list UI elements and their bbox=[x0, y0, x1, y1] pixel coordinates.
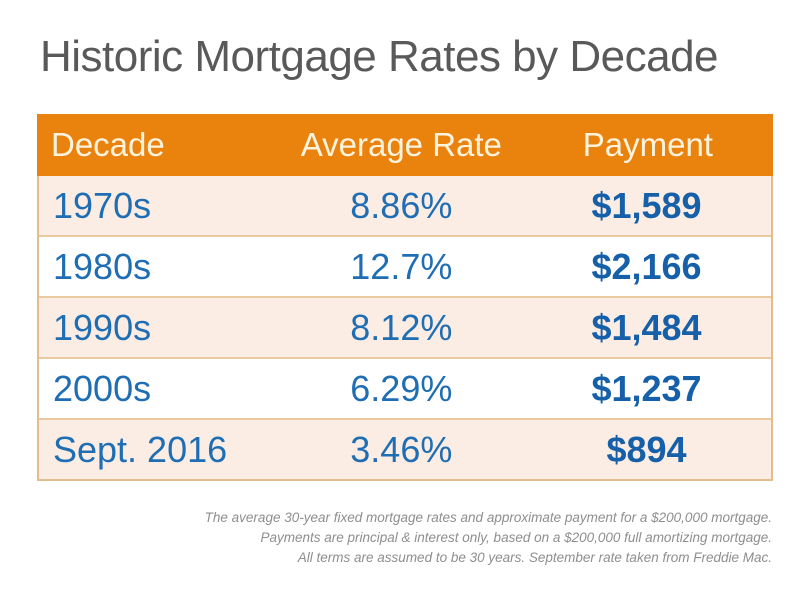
table-row: 1970s 8.86% $1,589 bbox=[39, 176, 771, 235]
cell-average-rate: 8.12% bbox=[350, 306, 453, 348]
mortgage-rates-table: Decade Average Rate Payment 1970s 8.86% … bbox=[37, 114, 773, 481]
cell-average-rate: 8.86% bbox=[350, 184, 453, 226]
cell-payment: $2,166 bbox=[591, 245, 702, 287]
cell-decade: 1970s bbox=[53, 184, 152, 226]
header-cell-average-rate: Average Rate bbox=[300, 126, 502, 163]
footnote-line: Payments are principal & interest only, … bbox=[260, 529, 772, 545]
cell-payment: $1,589 bbox=[591, 184, 702, 226]
table-row: 1990s 8.12% $1,484 bbox=[39, 296, 771, 357]
cell-decade: 1980s bbox=[53, 245, 152, 287]
table-row: 2000s 6.29% $1,237 bbox=[39, 357, 771, 418]
table-row: Sept. 2016 3.46% $894 bbox=[39, 418, 771, 479]
table-header-row: Decade Average Rate Payment bbox=[37, 114, 773, 176]
page-title: Historic Mortgage Rates by Decade bbox=[40, 32, 719, 81]
header-cell-decade: Decade bbox=[51, 126, 165, 163]
table-body: 1970s 8.86% $1,589 1980s 12.7% $2,166 19… bbox=[37, 176, 773, 481]
footnotes: The average 30-year fixed mortgage rates… bbox=[205, 508, 772, 568]
cell-payment: $894 bbox=[606, 428, 687, 470]
footnote-line: The average 30-year fixed mortgage rates… bbox=[204, 510, 772, 525]
cell-decade: 2000s bbox=[53, 367, 152, 409]
cell-average-rate: 6.29% bbox=[350, 367, 453, 409]
cell-average-rate: 12.7% bbox=[350, 245, 453, 287]
cell-payment: $1,484 bbox=[591, 306, 702, 348]
cell-decade: 1990s bbox=[53, 306, 152, 348]
header-cell-payment: Payment bbox=[582, 126, 713, 163]
cell-decade: Sept. 2016 bbox=[53, 428, 228, 470]
cell-payment: $1,237 bbox=[591, 367, 702, 409]
table-row: 1980s 12.7% $2,166 bbox=[39, 235, 771, 296]
cell-average-rate: 3.46% bbox=[350, 428, 453, 470]
footnote-line: All terms are assumed to be 30 years. Se… bbox=[297, 549, 772, 565]
